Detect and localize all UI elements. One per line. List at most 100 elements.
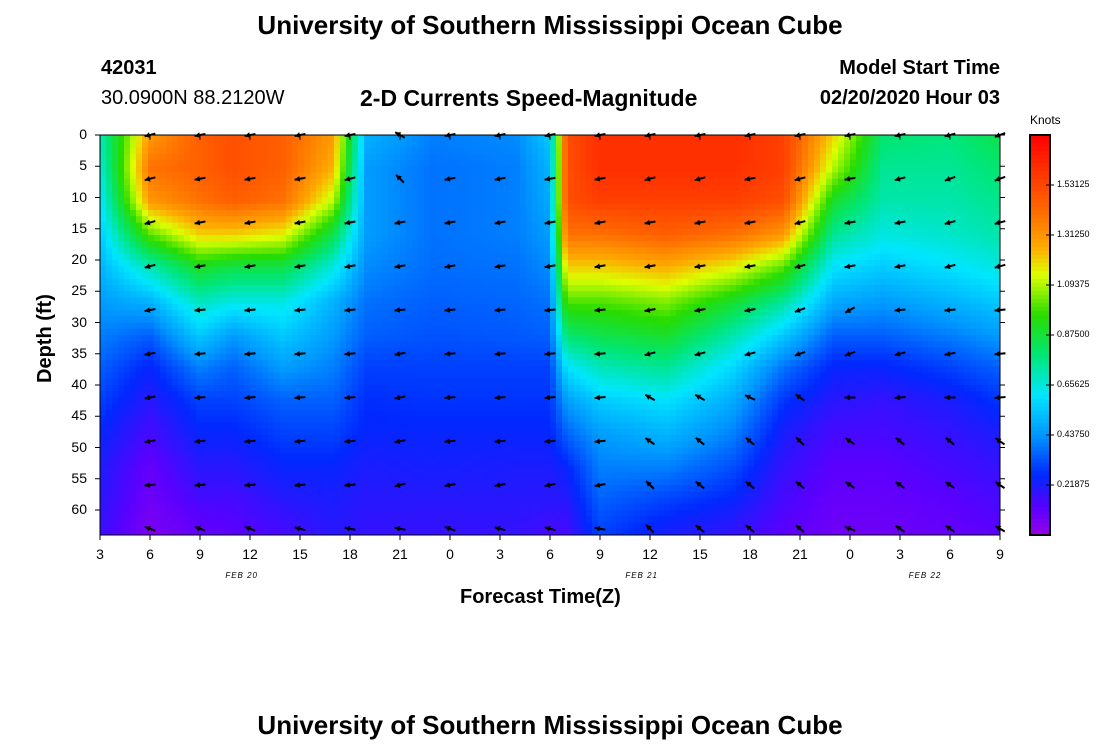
heatmap-cell [340, 153, 347, 161]
heatmap-cell [238, 372, 245, 380]
heatmap-cell [208, 478, 215, 486]
heatmap-cell [118, 485, 125, 492]
heatmap-cell [322, 328, 329, 336]
heatmap-cell [544, 528, 551, 536]
heatmap-cell [346, 447, 353, 455]
heatmap-cell [250, 353, 257, 361]
heatmap-cell [244, 135, 251, 142]
heatmap-cell [436, 172, 443, 180]
heatmap-cell [424, 516, 431, 523]
heatmap-cell [472, 216, 479, 223]
heatmap-cell [382, 341, 389, 348]
heatmap-cell [334, 228, 341, 236]
heatmap-cell [160, 228, 167, 236]
heatmap-cell [496, 135, 503, 142]
heatmap-cell [310, 497, 317, 505]
heatmap-cell [292, 172, 299, 180]
heatmap-cell [178, 378, 185, 386]
heatmap-cell [346, 528, 353, 536]
heatmap-cell [202, 472, 209, 480]
heatmap-cell [526, 322, 533, 330]
heatmap-cell [304, 478, 311, 486]
heatmap-cell [286, 335, 293, 342]
heatmap-cell [298, 422, 305, 430]
heatmap-cell [424, 447, 431, 455]
heatmap-cell [154, 166, 161, 173]
heatmap-cell [244, 366, 251, 373]
heatmap-cell [124, 410, 131, 417]
heatmap-cell [346, 303, 353, 311]
heatmap-cell [496, 291, 503, 298]
heatmap-cell [418, 485, 425, 492]
heatmap-cell [124, 453, 131, 461]
heatmap-cell [520, 428, 527, 436]
heatmap-cell [424, 191, 431, 198]
heatmap-cell [244, 172, 251, 180]
heatmap-cell [460, 197, 467, 205]
heatmap-cell [316, 453, 323, 461]
heatmap-cell [262, 160, 269, 167]
heatmap-cell [142, 235, 149, 242]
heatmap-cell [238, 503, 245, 511]
heatmap-cell [466, 266, 473, 273]
heatmap-cell [106, 516, 113, 523]
heatmap-cell [106, 197, 113, 205]
heatmap-cell [340, 510, 347, 517]
heatmap-cell [142, 135, 149, 142]
heatmap-cell [292, 460, 299, 467]
heatmap-cell [292, 316, 299, 323]
heatmap-cell [250, 322, 257, 330]
heatmap-cell [256, 391, 263, 398]
heatmap-cell [508, 278, 515, 286]
heatmap-cell [334, 328, 341, 336]
heatmap-cell [424, 135, 431, 142]
heatmap-cell [190, 160, 197, 167]
heatmap-cell [454, 266, 461, 273]
heatmap-cell [544, 241, 551, 248]
heatmap-cell [256, 366, 263, 373]
heatmap-cell [454, 460, 461, 467]
heatmap-cell [424, 310, 431, 317]
heatmap-cell [256, 191, 263, 198]
heatmap-cell [364, 366, 371, 373]
heatmap-cell [478, 153, 485, 161]
heatmap-cell [448, 291, 455, 298]
heatmap-cell [100, 403, 107, 411]
heatmap-cell [502, 285, 509, 292]
heatmap-cell [148, 303, 155, 311]
heatmap-cell [208, 366, 215, 373]
heatmap-cell [148, 216, 155, 223]
heatmap-cell [280, 147, 287, 155]
heatmap-cell [148, 253, 155, 261]
heatmap-cell [262, 203, 269, 211]
heatmap-cell [352, 372, 359, 380]
heatmap-cell [358, 185, 365, 192]
heatmap-cell [286, 210, 293, 217]
heatmap-cell [364, 328, 371, 336]
heatmap-cell [328, 147, 335, 155]
heatmap-cell [496, 303, 503, 311]
heatmap-cell [328, 285, 335, 292]
heatmap-cell [496, 497, 503, 505]
heatmap-cell [142, 166, 149, 173]
heatmap-cell [292, 266, 299, 273]
heatmap-cell [154, 391, 161, 398]
heatmap-cell [256, 197, 263, 205]
heatmap-cell [304, 453, 311, 461]
heatmap-cell [106, 216, 113, 223]
heatmap-cell [124, 403, 131, 411]
heatmap-cell [526, 385, 533, 392]
heatmap-cell [334, 491, 341, 498]
heatmap-cell [454, 178, 461, 186]
heatmap-cell [220, 203, 227, 211]
heatmap-cell [220, 285, 227, 292]
heatmap-cell [502, 303, 509, 311]
heatmap-cell [322, 528, 329, 536]
heatmap-cell [352, 503, 359, 511]
heatmap-cell [400, 360, 407, 367]
heatmap-cell [172, 203, 179, 211]
heatmap-cell [214, 366, 221, 373]
heatmap-cell [232, 141, 239, 148]
heatmap-cell [472, 328, 479, 336]
heatmap-cell [394, 491, 401, 498]
